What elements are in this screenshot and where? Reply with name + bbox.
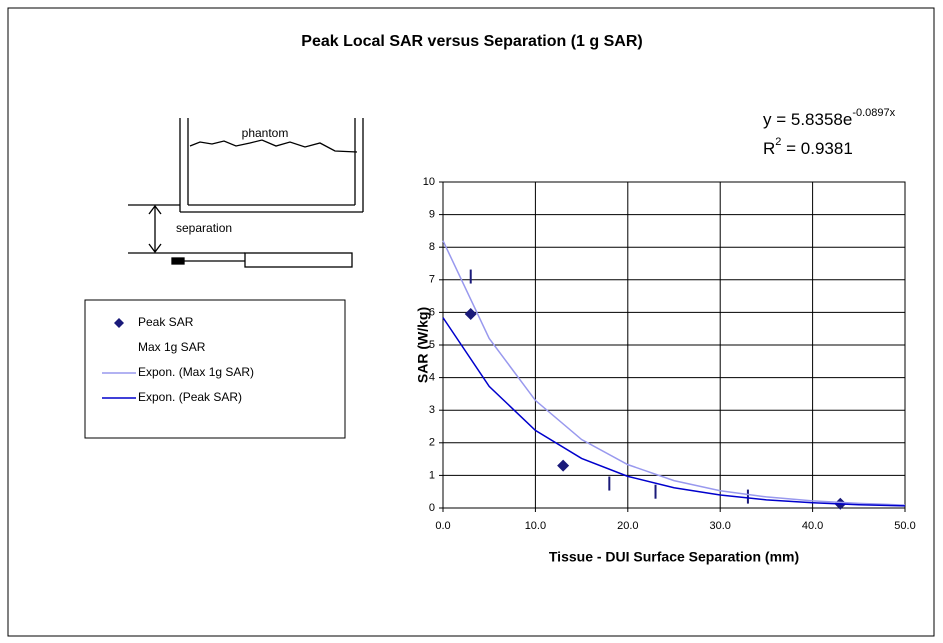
legend-label: Peak SAR	[138, 315, 194, 329]
y-tick-label: 5	[429, 339, 435, 351]
equation: y = 5.8358e-0.0897x	[763, 107, 896, 130]
x-axis-label: Tissue - DUI Surface Separation (mm)	[549, 549, 799, 565]
r2-value: = 0.9381	[781, 139, 852, 158]
separation-label: separation	[176, 221, 232, 235]
legend-label: Expon. (Peak SAR)	[138, 390, 242, 404]
y-tick-label: 0	[429, 502, 435, 514]
phantom-label: phantom	[242, 126, 289, 140]
x-tick-label: 50.0	[894, 520, 915, 532]
legend-label: Expon. (Max 1g SAR)	[138, 365, 254, 379]
r2-r: R	[763, 139, 775, 158]
r2-sup: 2	[775, 136, 781, 148]
y-tick-label: 9	[429, 209, 435, 221]
y-tick-label: 1	[429, 469, 435, 481]
eq-main: y = 5.8358e	[763, 110, 852, 129]
y-tick-label: 4	[429, 372, 435, 384]
setup-diagram	[128, 118, 364, 268]
x-tick-label: 40.0	[802, 520, 823, 532]
legend-label: Max 1g SAR	[138, 340, 206, 354]
legend-marker	[114, 318, 124, 328]
y-tick-label: 8	[429, 241, 435, 253]
legend	[84, 299, 346, 439]
x-tick-label: 10.0	[525, 520, 546, 532]
point	[557, 459, 570, 472]
y-tick-label: 3	[429, 404, 435, 416]
y-tick-label: 10	[423, 176, 435, 188]
y-tick-label: 7	[429, 274, 435, 286]
y-axis-label: SAR (W/kg)	[415, 307, 431, 383]
x-tick-label: 30.0	[709, 520, 730, 532]
x-tick-label: 20.0	[617, 520, 638, 532]
y-tick-label: 6	[429, 306, 435, 318]
eq-exp: -0.0897x	[852, 107, 895, 119]
point	[464, 308, 477, 321]
x-tick-label: 0.0	[435, 520, 450, 532]
trend-line	[442, 240, 906, 506]
trend-line	[442, 317, 906, 507]
r-squared: R2 = 0.9381	[763, 136, 853, 159]
y-tick-label: 2	[429, 437, 435, 449]
chart-title: Peak Local SAR versus Separation (1 g SA…	[301, 33, 642, 50]
